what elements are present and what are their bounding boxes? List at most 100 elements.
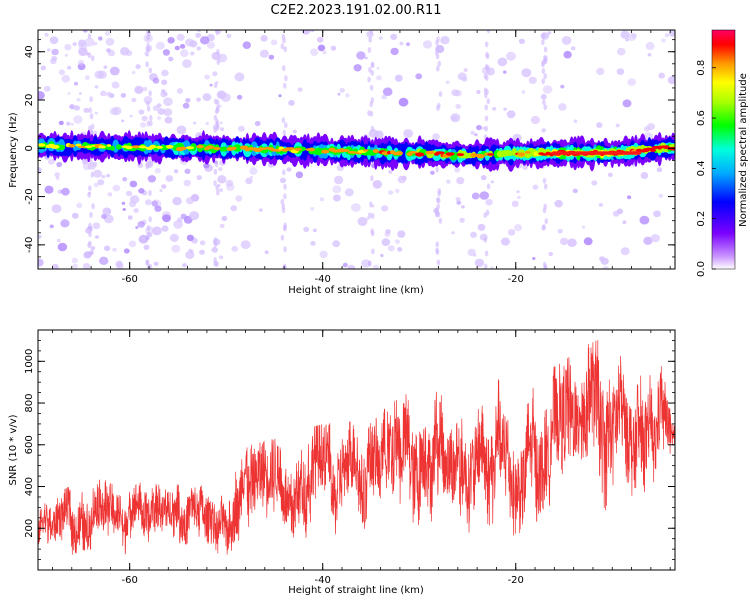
streak-mark <box>483 212 488 219</box>
streak-mark <box>542 177 547 184</box>
speckle-mark <box>82 263 91 269</box>
streak-mark <box>90 171 95 178</box>
streak-mark <box>543 73 547 80</box>
speckle-mark <box>397 230 406 238</box>
speckle-mark <box>288 100 295 106</box>
streak-mark <box>484 104 489 111</box>
speckle-mark <box>390 33 398 41</box>
speckle-mark <box>379 36 383 40</box>
streak-mark <box>436 197 441 204</box>
streak-mark <box>146 105 151 112</box>
speckle-mark <box>477 223 486 231</box>
speckle-mark <box>381 238 391 247</box>
speckle-mark <box>540 94 547 100</box>
streak-mark <box>281 117 286 124</box>
speckle-mark <box>195 32 202 38</box>
streak-mark <box>484 92 488 99</box>
speckle-mark <box>103 65 108 69</box>
x-tick-label: -60 <box>122 575 138 586</box>
band-mark <box>231 146 237 150</box>
speckle-mark <box>182 59 192 68</box>
band-mark <box>85 145 93 148</box>
speckle-mark <box>344 188 354 197</box>
speckle-mark <box>143 96 153 104</box>
speckle-mark <box>138 109 145 115</box>
speckle-mark <box>155 41 165 50</box>
speckle-mark <box>58 120 64 126</box>
speckle-mark <box>507 229 516 236</box>
speckle-mark <box>497 57 508 67</box>
speckle-mark <box>573 119 578 123</box>
speckle-mark <box>101 214 107 219</box>
speckle-mark <box>501 237 510 246</box>
streak-mark <box>213 114 218 121</box>
speckle-mark <box>254 120 261 127</box>
streak-mark <box>213 180 217 187</box>
band-mark <box>68 144 76 148</box>
streak-mark <box>483 73 488 80</box>
streak-mark <box>541 68 546 74</box>
speckle-mark <box>176 33 185 41</box>
streak-mark <box>484 250 489 257</box>
band-mark <box>206 145 215 149</box>
streak-mark <box>437 190 441 197</box>
streak-mark <box>484 41 489 48</box>
speckle-mark <box>279 177 287 184</box>
speckle-mark <box>368 129 379 138</box>
speckle-mark <box>405 42 411 46</box>
speckle-mark <box>121 201 126 205</box>
snr-panel: -60 -40 -20 200 400 600 800 1000 Height of stra… <box>8 329 676 596</box>
streak-mark <box>282 129 287 136</box>
speckle-mark <box>212 71 218 77</box>
speckle-mark <box>664 33 670 38</box>
spectrogram-ylabel: Frequency (Hz) <box>8 112 19 188</box>
streak-mark <box>146 231 150 238</box>
speckle-mark <box>58 69 66 76</box>
y-tick-label: 200 <box>24 519 35 538</box>
speckle-mark <box>357 217 368 226</box>
speckle-mark <box>356 51 366 60</box>
streak-mark <box>369 30 373 35</box>
speckle-mark <box>627 195 632 200</box>
speckle-mark <box>128 240 137 248</box>
speckle-mark <box>161 79 168 86</box>
colorbar-gradient <box>711 29 736 270</box>
speckle-mark <box>440 36 450 45</box>
speckle-mark <box>156 103 162 108</box>
speckle-mark <box>134 85 144 94</box>
speckle-mark <box>380 253 384 258</box>
streak-mark <box>438 91 443 97</box>
spectrogram-heatmap <box>38 30 675 269</box>
speckle-mark <box>204 74 210 80</box>
speckle-mark <box>43 85 51 92</box>
streak-mark <box>215 99 220 106</box>
streak-mark <box>541 78 546 85</box>
streak-mark <box>543 104 548 111</box>
speckle-mark <box>174 45 180 51</box>
speckle-mark <box>381 94 387 100</box>
speckle-mark <box>112 184 121 192</box>
speckle-mark <box>71 212 79 219</box>
band-mark <box>50 144 60 149</box>
streak-mark <box>145 46 149 53</box>
speckle-mark <box>463 68 468 72</box>
speckle-mark <box>459 217 465 223</box>
colorbar: 0.0 0.2 0.4 0.6 0.8 Normalized spectral ampl… <box>696 29 749 277</box>
spectrogram-panel: -60 -40 -20 -40 -20 0 20 40 Height of straight … <box>8 29 676 296</box>
speckle-mark <box>516 190 520 194</box>
speckle-mark <box>470 130 475 135</box>
band-mark <box>125 145 133 150</box>
speckle-mark <box>67 65 72 70</box>
speckle-mark <box>64 53 68 57</box>
streak-mark <box>149 114 153 121</box>
streak-mark <box>368 36 373 43</box>
streak-mark <box>213 82 218 89</box>
band-mark <box>165 144 174 149</box>
speckle-mark <box>647 53 652 57</box>
speckle-mark <box>570 46 576 51</box>
speckle-mark <box>172 196 182 206</box>
speckle-mark <box>219 121 223 125</box>
streak-mark <box>284 122 288 129</box>
speckle-mark <box>94 85 99 89</box>
speckle-mark <box>73 81 79 86</box>
